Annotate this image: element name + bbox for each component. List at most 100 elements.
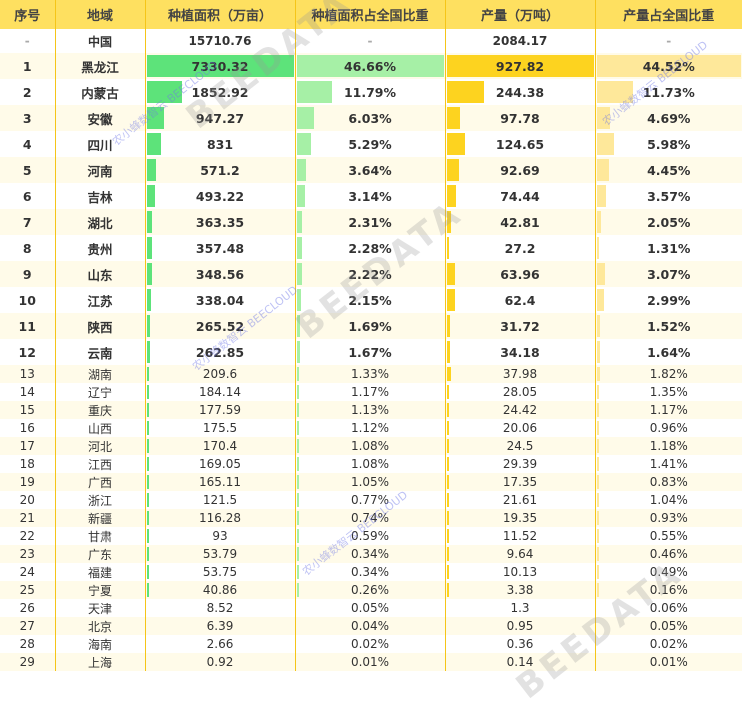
table-row[interactable]: 21 新疆 116.28 0.74% 19.35 0.93% [0,509,742,527]
cell-output-share: 44.52% [594,53,742,79]
header-row: 序号 地域 种植面积（万亩） 种植面积占全国比重 产量（万吨） 产量占全国比重 [0,0,742,29]
table-row[interactable]: 7 湖北 363.35 2.31% 42.81 2.05% [0,209,742,235]
cell-text: 1.08% [350,439,390,453]
table-row[interactable]: 15 重庆 177.59 1.13% 24.42 1.17% [0,401,742,419]
output-share-bar [596,133,615,155]
output-share-bar [596,457,600,471]
cell-text: 河南 [87,163,113,179]
header-rank[interactable]: 序号 [0,0,55,29]
cell-text: 37.98 [502,367,538,381]
table-row[interactable]: 28 海南 2.66 0.02% 0.36 0.02% [0,635,742,653]
table-row[interactable]: 20 浙江 121.5 0.77% 21.61 1.04% [0,491,742,509]
table-row[interactable]: 17 河北 170.4 1.08% 24.5 1.18% [0,437,742,455]
data-table: 序号 地域 种植面积（万亩） 种植面积占全国比重 产量（万吨） 产量占全国比重 … [0,0,742,671]
table-row[interactable]: 24 福建 53.75 0.34% 10.13 0.49% [0,563,742,581]
cell-area-share: 5.29% [294,131,445,157]
table-row[interactable]: 29 上海 0.92 0.01% 0.14 0.01% [0,653,742,671]
table-row[interactable]: 4 四川 831 5.29% 124.65 5.98% [0,131,742,157]
table-row[interactable]: 6 吉林 493.22 3.14% 74.44 3.57% [0,183,742,209]
table-row[interactable]: 11 陕西 265.52 1.69% 31.72 1.52% [0,313,742,339]
cell-output-share: 0.16% [594,581,742,599]
cell-text: 山西 [87,421,112,436]
table-row[interactable]: 13 湖南 209.6 1.33% 37.98 1.82% [0,365,742,383]
table-row[interactable]: 16 山西 175.5 1.12% 20.06 0.96% [0,419,742,437]
area-bar [146,315,150,337]
table-row[interactable]: 25 宁夏 40.86 0.26% 3.38 0.16% [0,581,742,599]
output-bar [446,493,449,507]
cell-output: 927.82 [444,53,595,79]
table-row[interactable]: 26 天津 8.52 0.05% 1.3 0.06% [0,599,742,617]
area-bar [146,475,149,489]
total-row: - 中国 15710.76 - 2084.17 - [0,29,742,53]
cell-text: 1.41% [649,457,688,471]
table-row[interactable]: 19 广西 165.11 1.05% 17.35 0.83% [0,473,742,491]
cell-text: 0.01% [649,655,688,669]
cell-text: 1.12% [350,421,390,435]
cell-rank: 7 [0,209,55,235]
cell-rank: 5 [0,157,55,183]
cell-text: 3.38 [506,583,534,597]
cell-text: 19 [19,475,35,489]
cell-text: 31.72 [500,318,540,334]
cell-region: 陕西 [54,313,145,339]
cell-text: 2.22% [348,266,392,282]
cell-text: 0.74% [350,511,390,525]
cell-text: 0.55% [649,529,688,543]
cell-output: 62.4 [444,287,595,313]
cell-rank: 11 [0,313,55,339]
header-output[interactable]: 产量（万吨） [444,0,595,29]
cell-area: 121.5 [144,491,295,509]
table-row[interactable]: 9 山东 348.56 2.22% 63.96 3.07% [0,261,742,287]
cell-text: 5.29% [348,136,392,152]
cell-text: 947.27 [195,110,245,126]
table-row[interactable]: 27 北京 6.39 0.04% 0.95 0.05% [0,617,742,635]
cell-area: 493.22 [144,183,295,209]
table-row[interactable]: 12 云南 262.85 1.67% 34.18 1.64% [0,339,742,365]
cell-output: 17.35 [444,473,595,491]
table-row[interactable]: 1 黑龙江 7330.32 46.66% 927.82 44.52% [0,53,742,79]
cell-text: 云南 [87,345,113,361]
header-region[interactable]: 地域 [54,0,145,29]
cell-area-share: 1.08% [294,437,445,455]
table-row[interactable]: 14 辽宁 184.14 1.17% 28.05 1.35% [0,383,742,401]
table-row[interactable]: 2 内蒙古 1852.92 11.79% 244.38 11.73% [0,79,742,105]
table-row[interactable]: 5 河南 571.2 3.64% 92.69 4.45% [0,157,742,183]
cell-area: 53.75 [144,563,295,581]
output-share-bar [596,547,599,561]
cell-area: 177.59 [144,401,295,419]
cell-text: 13 [19,367,35,381]
output-bar [446,547,449,561]
cell-text: 97.78 [500,110,540,126]
output-share-bar [596,421,599,435]
cell-text: 74.44 [500,188,540,204]
cell-text: 2.66 [206,637,234,651]
header-area[interactable]: 种植面积（万亩） [144,0,295,29]
table-row[interactable]: 18 江西 169.05 1.08% 29.39 1.41% [0,455,742,473]
cell-rank: 17 [0,437,55,455]
cell-text: 1.18% [649,439,688,453]
table-row[interactable]: 8 贵州 357.48 2.28% 27.2 1.31% [0,235,742,261]
cell-text: 广东 [87,547,112,562]
cell-text: 0.01% [350,655,390,669]
cell-rank: 29 [0,653,55,671]
cell-output-share: 1.18% [594,437,742,455]
cell-text: 27.2 [504,240,536,256]
table-row[interactable]: 22 甘肃 93 0.59% 11.52 0.55% [0,527,742,545]
cell-area: 93 [144,527,295,545]
cell-text: 0.02% [350,637,390,651]
header-area-share[interactable]: 种植面积占全国比重 [294,0,445,29]
cell-text: 26 [19,601,35,615]
cell-area: 357.48 [144,235,295,261]
area-share-bar [296,529,299,543]
cell-output-share: 1.31% [594,235,742,261]
area-bar [146,439,149,453]
cell-region: 浙江 [54,491,145,509]
cell-area-share: 1.67% [294,339,445,365]
table-row[interactable]: 23 广东 53.79 0.34% 9.64 0.46% [0,545,742,563]
header-output-share[interactable]: 产量占全国比重 [594,0,742,29]
table-row[interactable]: 3 安徽 947.27 6.03% 97.78 4.69% [0,105,742,131]
table-row[interactable]: 10 江苏 338.04 2.15% 62.4 2.99% [0,287,742,313]
cell-text: 12 [18,344,36,360]
area-bar [146,159,157,181]
cell-output: 9.64 [444,545,595,563]
